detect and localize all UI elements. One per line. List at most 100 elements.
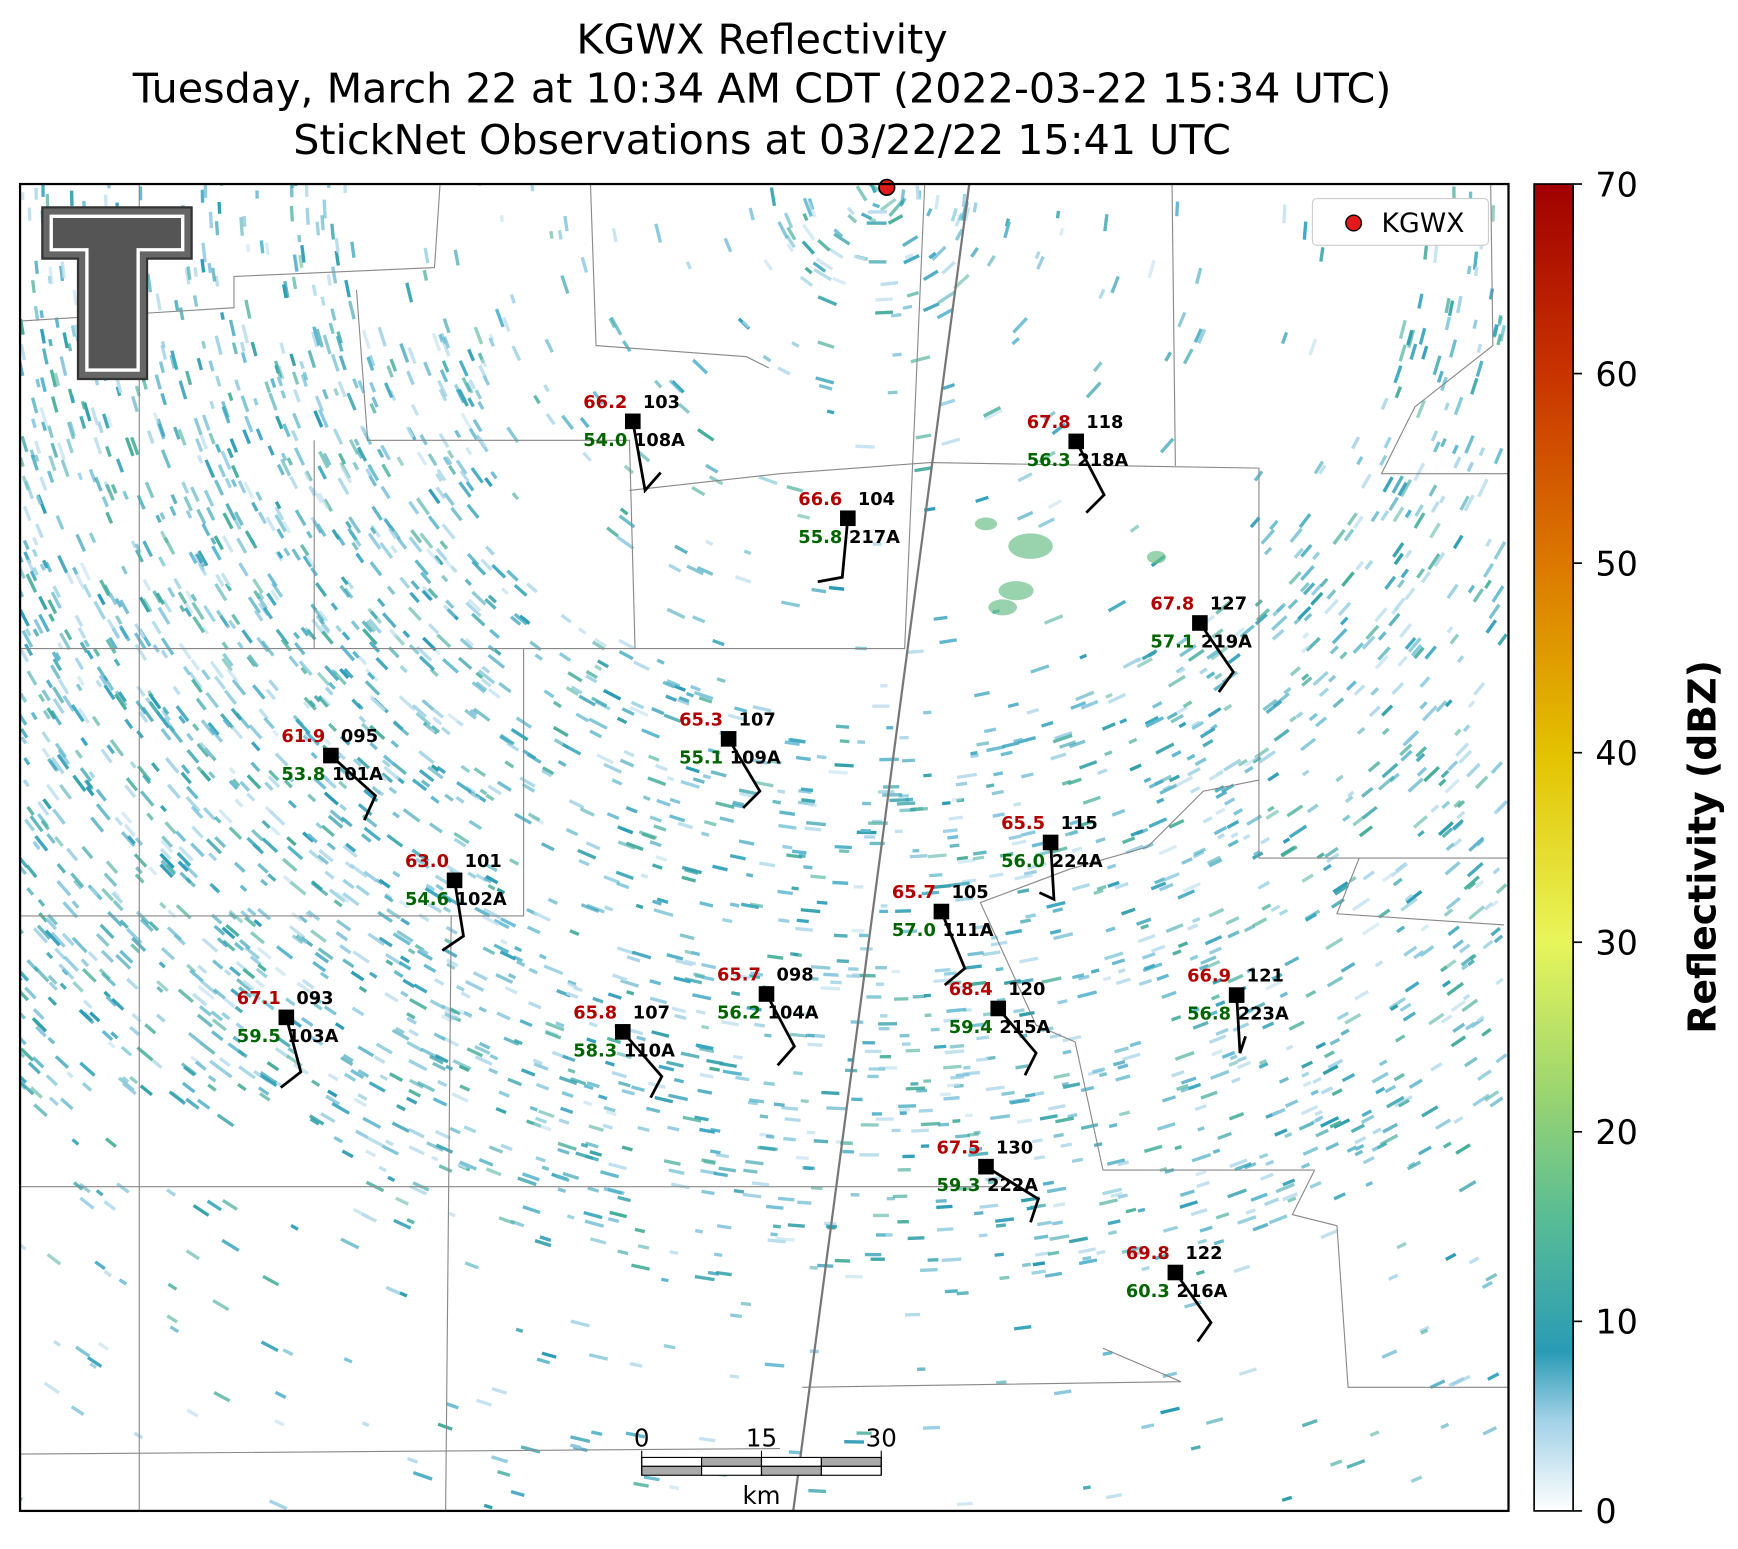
echo — [943, 971, 957, 976]
echo — [1298, 513, 1312, 529]
echo — [107, 1041, 116, 1049]
echo — [317, 947, 334, 961]
echo — [1141, 952, 1156, 960]
echo — [587, 1186, 600, 1193]
echo — [1488, 288, 1495, 300]
echo — [1118, 1110, 1131, 1117]
echo — [834, 1258, 851, 1263]
echo — [185, 370, 193, 386]
echo — [1244, 765, 1254, 774]
echo — [207, 1074, 217, 1083]
echo — [1251, 851, 1264, 860]
echo — [268, 392, 278, 411]
echo — [1017, 888, 1030, 894]
echo — [1265, 1159, 1275, 1167]
echo — [142, 774, 152, 785]
echo — [704, 463, 719, 474]
echo — [340, 576, 349, 586]
echo — [361, 722, 371, 732]
echo — [355, 884, 370, 897]
wind-barb — [765, 993, 797, 1067]
echo — [745, 1159, 764, 1166]
echo — [1202, 738, 1214, 748]
echo — [98, 968, 111, 981]
echo — [179, 871, 192, 884]
echo — [238, 562, 249, 577]
echo — [1151, 701, 1163, 709]
echo — [214, 816, 222, 824]
echo — [1289, 666, 1301, 677]
echo — [1379, 1133, 1399, 1146]
echo — [1003, 978, 1022, 986]
echo — [114, 597, 123, 608]
echo — [611, 778, 623, 786]
echo — [125, 777, 139, 792]
station-name: 217A — [849, 527, 900, 548]
echo — [186, 1408, 199, 1418]
echo — [343, 668, 354, 679]
echo — [323, 791, 339, 806]
echo — [562, 1054, 576, 1063]
echo — [986, 745, 1006, 753]
echo — [168, 725, 184, 744]
echo — [214, 221, 220, 236]
echo — [1433, 245, 1439, 264]
echo — [1493, 800, 1508, 815]
echo — [68, 422, 76, 435]
echo — [257, 511, 267, 525]
echo — [478, 1158, 494, 1167]
echo — [211, 1030, 224, 1042]
echo — [1252, 1222, 1269, 1232]
echo — [303, 471, 311, 481]
echo — [955, 896, 974, 902]
echo — [35, 378, 41, 388]
echo — [243, 481, 255, 500]
echo — [26, 670, 38, 686]
echo — [506, 426, 520, 444]
station-id: 093 — [296, 988, 333, 1009]
echo — [553, 738, 570, 750]
echo — [649, 979, 662, 986]
echo — [445, 925, 458, 935]
echo — [691, 486, 706, 497]
echo — [1164, 351, 1173, 362]
echo — [246, 836, 261, 851]
echo — [47, 599, 58, 615]
echo — [784, 1117, 801, 1123]
echo — [232, 515, 242, 530]
echo — [875, 982, 884, 986]
echo — [70, 872, 85, 888]
echo — [326, 274, 332, 286]
echo — [80, 958, 90, 968]
echo — [739, 791, 756, 799]
echo — [1156, 973, 1170, 981]
echo — [446, 449, 455, 459]
echo — [1080, 699, 1099, 710]
echo — [1236, 1055, 1247, 1063]
echo — [626, 955, 641, 963]
echo — [943, 1064, 962, 1070]
echo — [1452, 821, 1463, 832]
echo — [1320, 1229, 1338, 1240]
echo — [570, 685, 583, 695]
echo — [654, 223, 663, 243]
echo — [1102, 975, 1112, 982]
echo — [208, 771, 216, 779]
echo — [917, 1367, 926, 1372]
echo — [999, 1275, 1010, 1281]
echo — [1453, 1116, 1464, 1124]
echo — [1282, 837, 1291, 844]
echo — [45, 679, 54, 689]
echo — [251, 829, 264, 842]
echo — [680, 1051, 700, 1059]
echo — [209, 882, 220, 893]
echo — [427, 453, 438, 467]
echo — [1095, 837, 1106, 844]
echo — [1440, 438, 1447, 448]
echo — [335, 335, 344, 352]
echo — [1374, 960, 1384, 968]
echo — [79, 415, 87, 430]
echo — [1315, 1041, 1327, 1050]
echo — [1423, 765, 1440, 783]
